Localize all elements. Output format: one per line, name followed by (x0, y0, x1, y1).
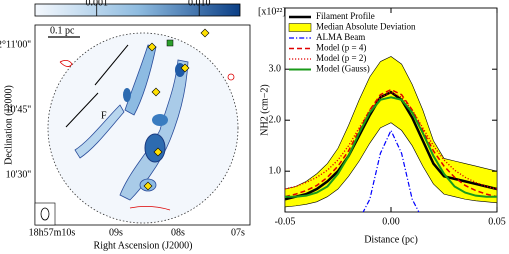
y-tick-label: 2°11'00'' (0, 39, 31, 50)
legend-label: Model (Gauss) (316, 64, 370, 74)
y-tick-label: 2.0 (269, 114, 282, 125)
legend-label: Median Absolute Deviation (316, 22, 416, 32)
legend-label: Filament Profile (316, 11, 375, 21)
y-axis-label: Declination (J2000) (3, 85, 14, 165)
colorbar (34, 3, 241, 17)
scale-note: [x10²²] (258, 6, 286, 17)
filament-label: F (101, 110, 107, 121)
legend-swatch (288, 23, 312, 32)
x-axis-label: Right Ascension (J2000) (94, 240, 193, 251)
x-tick-label: 07s (231, 227, 245, 238)
y-axis-label: NH2 (cm−2) (259, 84, 270, 135)
x-axis-label: Distance (pc) (364, 234, 418, 245)
map-image (34, 28, 239, 226)
y-tick-label: 10'30'' (6, 169, 32, 180)
y-tick-label: 10'45'' (6, 104, 32, 115)
series-line (285, 90, 497, 201)
colorbar-tick-label: 0.001 (85, 0, 108, 8)
legend-label: ALMA Beam (316, 32, 365, 42)
legend-label: Model (p = 4) (316, 43, 366, 53)
x-tick-label: 0.05 (488, 216, 506, 227)
series-line (285, 96, 497, 198)
x-tick-label: -0.05 (275, 216, 296, 227)
x-tick-label: 18h57m10s (29, 227, 76, 238)
x-tick-label: 0.00 (382, 216, 400, 227)
y-tick-label: 3.0 (269, 63, 282, 74)
y-tick-label: 1.0 (269, 165, 282, 176)
colorbar-tick-label: 0.010 (188, 0, 211, 8)
legend-label: Model (p = 2) (316, 53, 366, 63)
x-tick-label: 08s (171, 227, 185, 238)
series-line (285, 88, 497, 198)
plot-area (285, 56, 497, 212)
x-tick-label: 09s (109, 227, 123, 238)
scale-bar-label: 0.1 pc (50, 25, 75, 36)
